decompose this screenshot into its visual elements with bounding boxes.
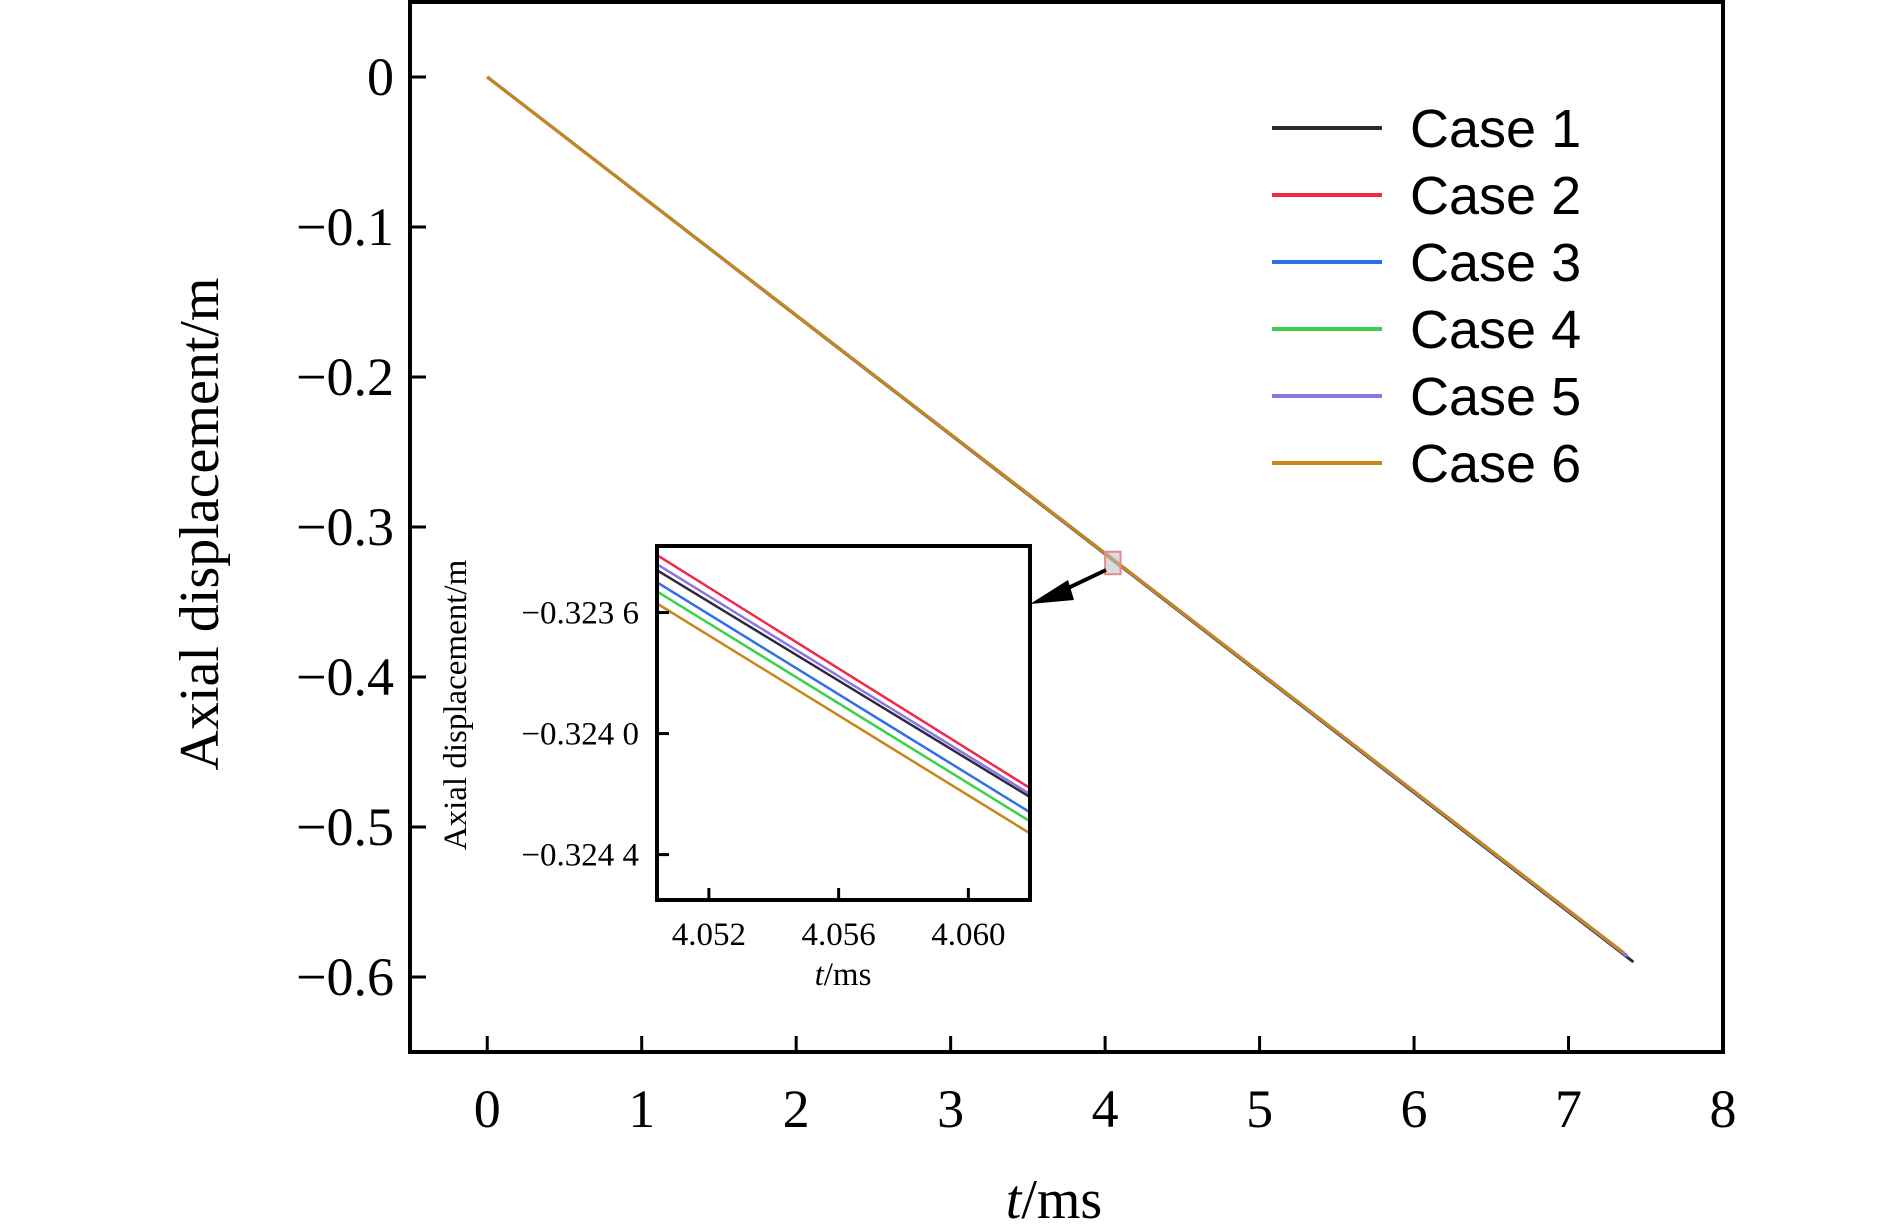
main-series-group bbox=[486, 75, 1635, 964]
inset-x-tick-label: 4.052 bbox=[672, 917, 746, 953]
y-tick-label: −0.5 bbox=[296, 797, 394, 857]
x-tick-label: 7 bbox=[1555, 1079, 1582, 1139]
inset-series-group bbox=[656, 554, 1031, 835]
main-y-ticks: 0 −0.1 −0.2 −0.3 −0.4 −0.5 −0.6 bbox=[296, 47, 426, 1007]
y-tick-label: 0 bbox=[367, 47, 394, 107]
main-y-axis-label: Axial displacement/m bbox=[169, 278, 231, 771]
inset-series-line-case-4 bbox=[656, 590, 1031, 823]
y-tick-label: −0.1 bbox=[296, 197, 394, 257]
legend-label-case-4: Case 4 bbox=[1410, 300, 1581, 360]
inset-series-line-case-6 bbox=[656, 602, 1031, 835]
zoom-arrow-head bbox=[1030, 580, 1074, 604]
series-line-case-6 bbox=[486, 75, 1626, 955]
inset-background bbox=[657, 546, 1030, 900]
inset-y-tick-label: −0.324 4 bbox=[521, 838, 639, 874]
x-tick-label: 5 bbox=[1246, 1079, 1273, 1139]
x-tick-label: 3 bbox=[937, 1079, 964, 1139]
inset-series-line-case-2 bbox=[656, 554, 1031, 790]
inset-x-axis-label: t/ms bbox=[815, 957, 872, 993]
inset-y-tick-label: −0.323 6 bbox=[521, 596, 639, 632]
zoom-region-marker bbox=[1104, 550, 1122, 576]
main-x-axis-label: t/ms bbox=[1006, 1169, 1102, 1230]
x-tick-label: 8 bbox=[1710, 1079, 1737, 1139]
zoom-arrow-shaft bbox=[1065, 568, 1107, 591]
legend-label-case-2: Case 2 bbox=[1410, 166, 1581, 226]
x-tick-label: 1 bbox=[628, 1079, 655, 1139]
inset-y-axis-label: Axial displacement/m bbox=[438, 559, 474, 850]
inset-plot-frame bbox=[655, 544, 1032, 902]
y-tick-label: −0.3 bbox=[296, 497, 394, 557]
inset-y-ticks: −0.323 6 −0.324 0 −0.324 4 bbox=[521, 596, 669, 874]
legend-label-case-1: Case 1 bbox=[1410, 99, 1581, 159]
inset-x-tick-label: 4.060 bbox=[931, 917, 1005, 953]
legend-label-case-5: Case 5 bbox=[1410, 367, 1581, 427]
y-tick-label: −0.2 bbox=[296, 347, 394, 407]
y-tick-label: −0.4 bbox=[296, 647, 394, 707]
legend-label-case-6: Case 6 bbox=[1410, 434, 1581, 494]
x-tick-label: 6 bbox=[1401, 1079, 1428, 1139]
inset-plot: 4.052 4.056 4.060 −0.323 6 −0.324 0 −0.324 4… bbox=[438, 544, 1032, 993]
inset-y-tick-label: −0.324 0 bbox=[521, 717, 639, 753]
x-tick-label: 4 bbox=[1092, 1079, 1119, 1139]
y-tick-label: −0.6 bbox=[296, 947, 394, 1007]
inset-series-line-case-5 bbox=[656, 563, 1031, 796]
legend: Case 1 Case 2 Case 3 Case 4 Case 5 Case 6 bbox=[1272, 99, 1581, 494]
inset-x-ticks: 4.052 4.056 4.060 bbox=[672, 888, 1005, 953]
main-plot-frame bbox=[408, 0, 1725, 1054]
inset-x-tick-label: 4.056 bbox=[802, 917, 876, 953]
inset-series-line-case-3 bbox=[656, 581, 1031, 814]
legend-label-case-3: Case 3 bbox=[1410, 233, 1581, 293]
inset-series-line-case-1 bbox=[656, 569, 1031, 799]
x-tick-label: 0 bbox=[474, 1079, 501, 1139]
zoom-arrow bbox=[1030, 568, 1107, 604]
main-x-ticks: 0 1 2 3 4 5 6 7 8 bbox=[474, 1036, 1737, 1139]
x-tick-label: 2 bbox=[783, 1079, 810, 1139]
main-plot: 0 1 2 3 4 5 6 7 8 0 −0.1 −0.2 −0.3 −0.4 −0.5 −0.6 t/ms… bbox=[169, 0, 1737, 1230]
